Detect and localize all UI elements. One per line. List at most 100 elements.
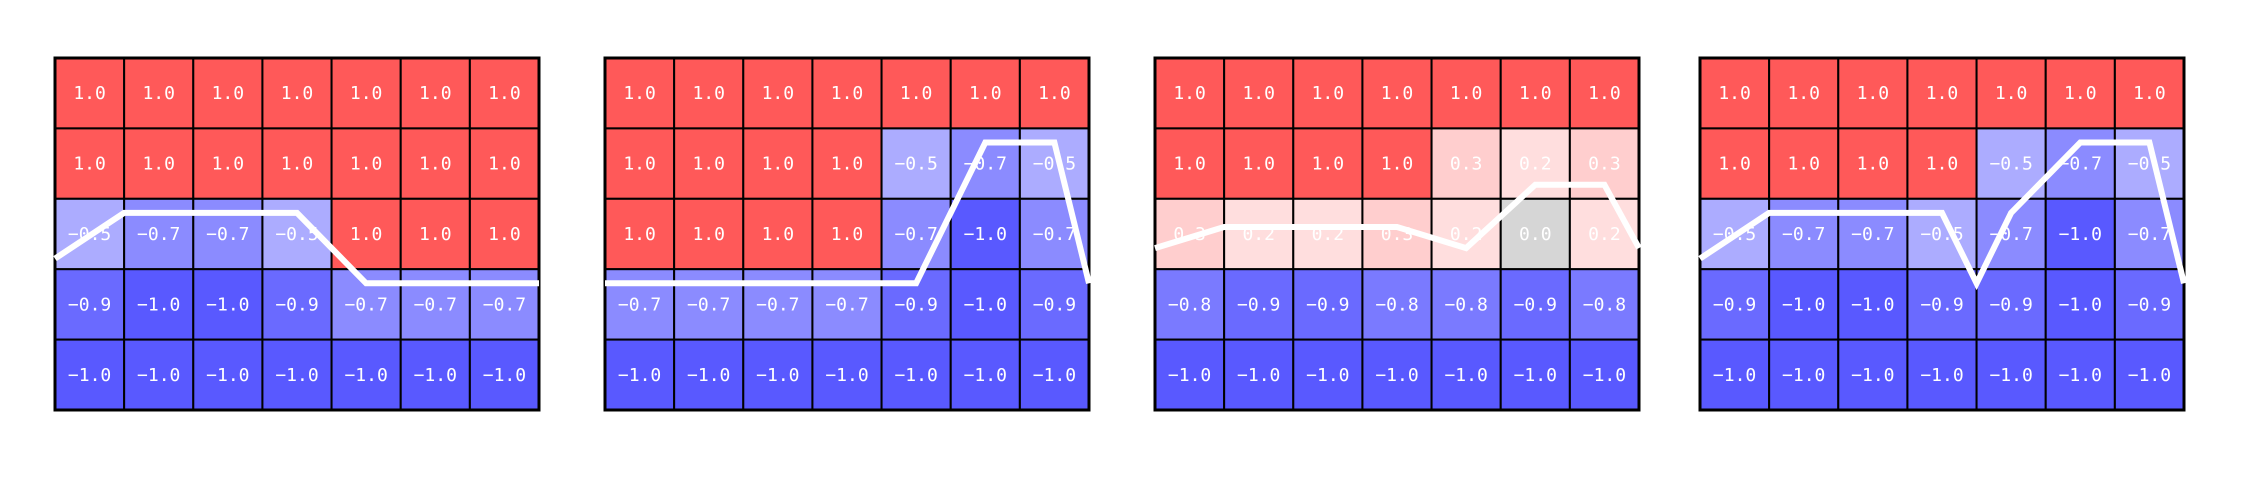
heatmap-panel-4: 1.0 1.0 1.0 1.0 1.0 1.0 1.0 1.0 1.0 1.0 1.0 −0.5 −0.… <box>1698 56 2187 412</box>
path-line-4 <box>1698 139 2187 291</box>
heatmap-cell-label-r4-c2: −0.7 <box>687 294 730 315</box>
heatmap-cell-label-r2-c4: 1.0 <box>1381 154 1414 175</box>
path-line-2 <box>605 139 1092 287</box>
heatmap-cell-label-r5-c6: −1.0 <box>414 365 457 386</box>
heatmap-cell-r4-c6 <box>2044 268 2116 341</box>
path-line-1 <box>53 209 539 287</box>
heatmap-cell-label-r3-c1: 1.0 <box>623 224 656 245</box>
heatmap-cell-label-r1-c7: 1.0 <box>1038 83 1071 104</box>
heatmap-cell-label-r5-c4: −1.0 <box>1920 365 1963 386</box>
heatmap-cell-label-r2-c7: −0.5 <box>1033 154 1076 175</box>
heatmap-cell-label-r2-c1: 1.0 <box>1718 154 1751 175</box>
heatmap-cell-label-r2-c4: 1.0 <box>281 154 314 175</box>
heatmap-cell-label-r1-c7: 1.0 <box>2133 83 2166 104</box>
heatmap-cell-r4-c4 <box>1361 268 1433 341</box>
heatmap-cell-label-r4-c7: −0.9 <box>1033 294 1076 315</box>
heatmap-cell-label-r3-c6: 1.0 <box>419 224 452 245</box>
heatmap-cell-r4-c1 <box>1154 268 1226 341</box>
heatmap-cell-label-r1-c1: 1.0 <box>1718 83 1751 104</box>
heatmap-cell-label-r5-c6: −1.0 <box>964 365 1007 386</box>
heatmap-frame-1 <box>53 56 541 412</box>
heatmap-cell-r4-c7 <box>1568 268 1641 341</box>
heatmap-cell-r5-c6 <box>2044 338 2116 412</box>
heatmap-cell-r4-c3 <box>1837 268 1909 341</box>
heatmap-cell-label-r5-c5: −1.0 <box>894 365 937 386</box>
heatmap-cell-label-r2-c7: 0.3 <box>1588 154 1621 175</box>
heatmap-cell-label-r5-c5: −1.0 <box>1444 365 1487 386</box>
heatmap-cell-label-r1-c3: 1.0 <box>1857 83 1890 104</box>
heatmap-cell-label-r2-c7: 1.0 <box>488 154 521 175</box>
heatmap-cell-label-r1-c1: 1.0 <box>623 83 656 104</box>
heatmap-cell-label-r2-c1: 1.0 <box>73 154 106 175</box>
heatmap-cell-r3-c2 <box>673 197 745 271</box>
heatmap-cell-label-r3-c4: 1.0 <box>831 224 864 245</box>
heatmap-cell-r1-c6 <box>2044 57 2116 130</box>
heatmap-cell-label-r4-c3: −1.0 <box>1851 294 1894 315</box>
heatmap-cell-label-r4-c7: −0.9 <box>2128 294 2171 315</box>
heatmap-cell-label-r3-c3: −0.7 <box>1851 224 1894 245</box>
heatmap-cell-label-r5-c3: −1.0 <box>1851 365 1894 386</box>
heatmap-cell-label-r4-c1: −0.9 <box>1713 294 1756 315</box>
heatmap-cell-r1-c6 <box>399 57 471 130</box>
heatmap-cell-label-r3-c3: 1.0 <box>762 224 795 245</box>
heatmap-cell-r5-c5 <box>1430 338 1502 412</box>
heatmap-cell-label-r5-c1: −1.0 <box>618 365 661 386</box>
heatmap-cell-label-r2-c1: 1.0 <box>623 154 656 175</box>
heatmap-cell-label-r1-c4: 1.0 <box>281 83 314 104</box>
heatmap-cell-r4-c5 <box>1975 268 2047 341</box>
heatmap-cell-r2-c1 <box>1154 127 1226 200</box>
heatmap-cell-label-r3-c6: −1.0 <box>964 224 1007 245</box>
heatmap-cell-label-r2-c2: 1.0 <box>142 154 175 175</box>
heatmap-cell-r1-c2 <box>123 57 195 130</box>
heatmap-cell-label-r1-c7: 1.0 <box>1588 83 1621 104</box>
heatmap-frame-3 <box>1153 56 1641 412</box>
heatmap-cell-label-r2-c3: 1.0 <box>1312 154 1345 175</box>
heatmap-cell-label-r5-c7: −1.0 <box>483 365 526 386</box>
heatmap-cell-label-r5-c5: −1.0 <box>344 365 387 386</box>
heatmap-cell-label-r5-c6: −1.0 <box>2059 365 2102 386</box>
heatmap-cell-label-r4-c3: −0.9 <box>1306 294 1349 315</box>
heatmap-frame-4 <box>1698 56 2186 412</box>
heatmap-frame-2 <box>603 56 1091 412</box>
heatmap-cell-label-r2-c5: −0.5 <box>894 154 937 175</box>
heatmap-cell-label-r1-c3: 1.0 <box>1312 83 1345 104</box>
heatmap-cell-label-r2-c2: 1.0 <box>692 154 725 175</box>
heatmap-cell-r4-c5 <box>1430 268 1502 341</box>
path-line-3 <box>1154 181 1642 252</box>
heatmap-cell-r5-c4 <box>811 338 883 412</box>
heatmap-cell-label-r1-c6: 1.0 <box>969 83 1002 104</box>
heatmap-cell-label-r3-c3: −0.7 <box>206 224 249 245</box>
heatmap-cell-label-r1-c5: 1.0 <box>1995 83 2028 104</box>
heatmap-cell-label-r5-c7: −1.0 <box>2128 365 2171 386</box>
heatmap-cell-r2-c3 <box>192 127 264 200</box>
heatmap-cell-label-r1-c3: 1.0 <box>762 83 795 104</box>
heatmap-cell-label-r4-c5: −0.9 <box>894 294 937 315</box>
heatmap-cell-label-r1-c5: 1.0 <box>1450 83 1483 104</box>
heatmap-cell-label-r2-c3: 1.0 <box>212 154 245 175</box>
heatmap-cell-r1-c5 <box>1430 57 1502 130</box>
heatmap-cell-r1-c2 <box>1223 57 1295 130</box>
heatmap-cell-label-r1-c6: 1.0 <box>2064 83 2097 104</box>
heatmap-cell-label-r2-c6: 1.0 <box>419 154 452 175</box>
heatmap-cell-label-r5-c2: −1.0 <box>1782 365 1825 386</box>
heatmap-cell-label-r1-c1: 1.0 <box>73 83 106 104</box>
heatmap-cell-r1-c2 <box>1768 57 1840 130</box>
heatmap-cell-r5-c6 <box>1499 338 1571 412</box>
heatmap-cell-label-r5-c1: −1.0 <box>1168 365 1211 386</box>
heatmap-cell-label-r4-c7: −0.8 <box>1583 294 1626 315</box>
heatmap-cell-r2-c7 <box>468 127 541 200</box>
heatmap-cell-r4-c1 <box>1699 268 1771 341</box>
heatmap-cell-r1-c3 <box>742 57 814 130</box>
heatmap-cell-label-r5-c3: −1.0 <box>206 365 249 386</box>
heatmap-cell-label-r2-c3: 1.0 <box>762 154 795 175</box>
heatmap-cell-label-r5-c6: −1.0 <box>1514 365 1557 386</box>
heatmap-cell-label-r5-c2: −1.0 <box>1237 365 1280 386</box>
heatmap-cell-label-r4-c6: −1.0 <box>964 294 1007 315</box>
heatmap-cell-label-r1-c4: 1.0 <box>831 83 864 104</box>
heatmap-cell-label-r5-c4: −1.0 <box>275 365 318 386</box>
heatmap-cell-label-r1-c5: 1.0 <box>350 83 383 104</box>
heatmap-cell-label-r1-c2: 1.0 <box>692 83 725 104</box>
heatmap-cell-label-r3-c2: −0.7 <box>137 224 180 245</box>
heatmap-cell-label-r3-c6: 0.0 <box>1519 224 1552 245</box>
